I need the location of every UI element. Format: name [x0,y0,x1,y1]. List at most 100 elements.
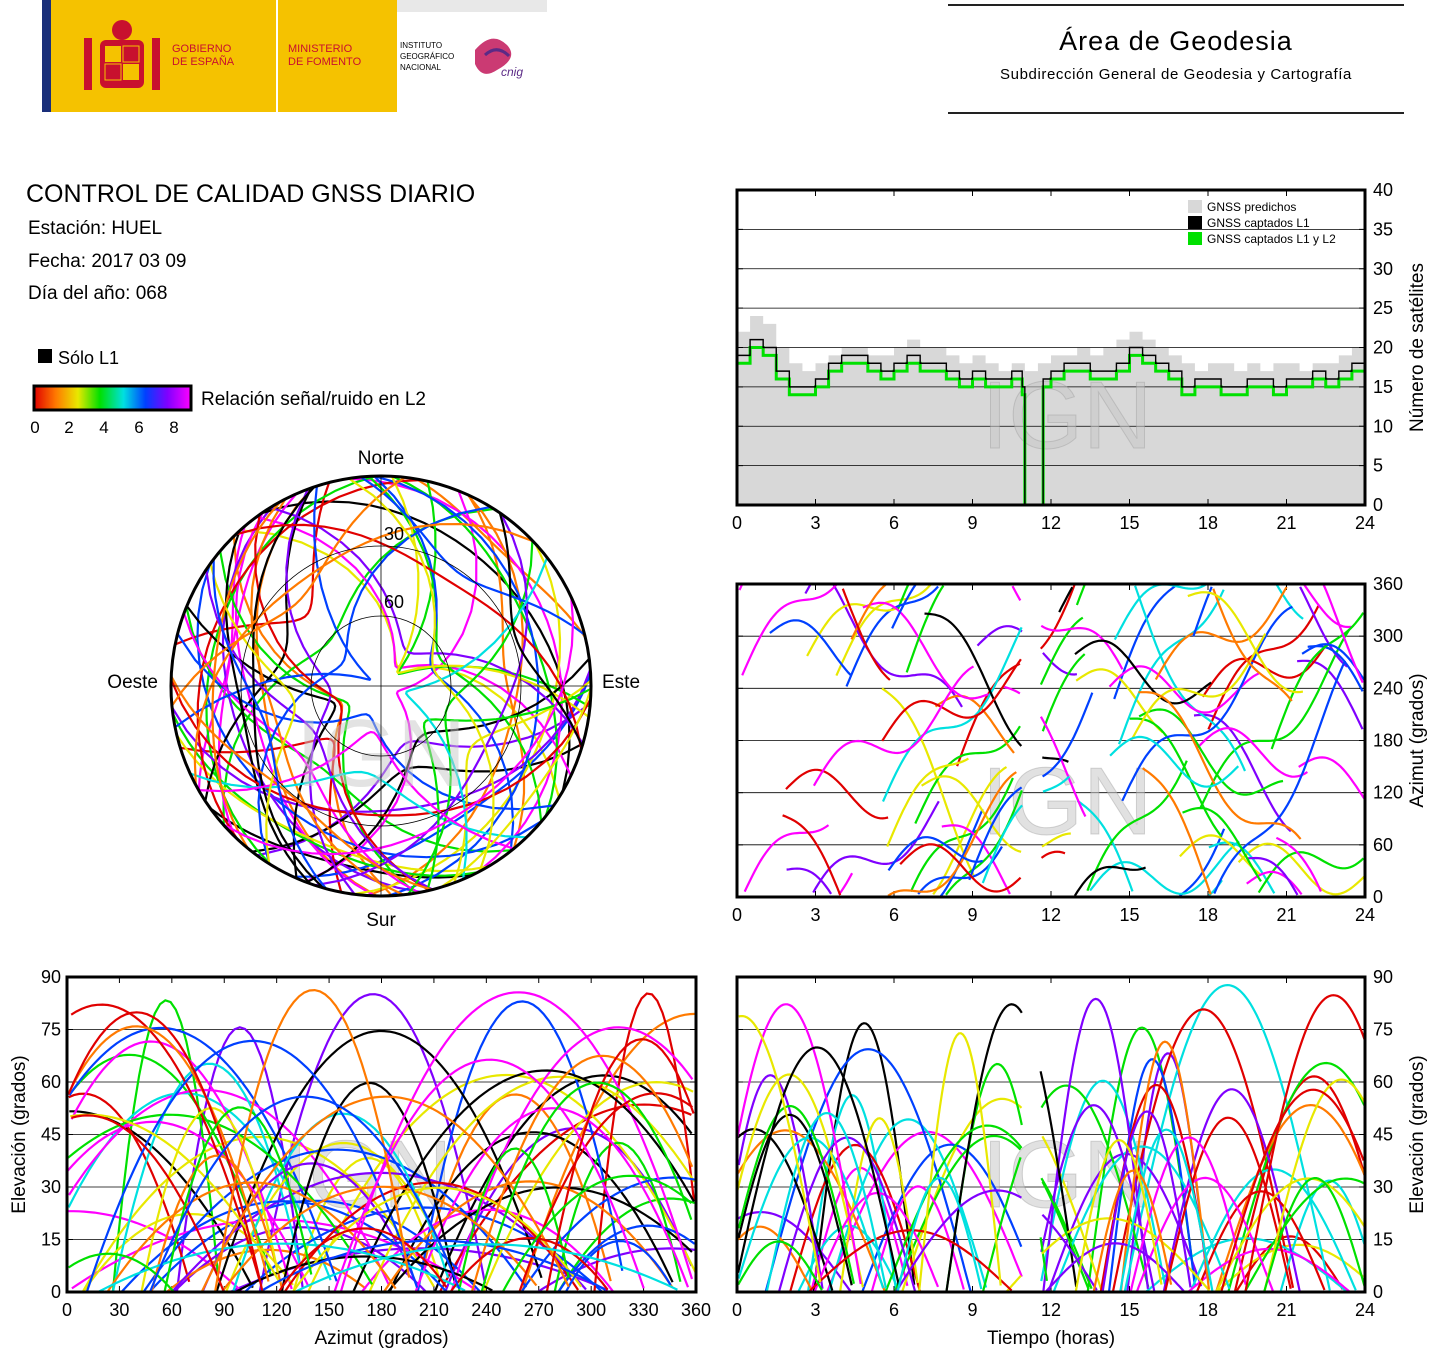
elevation-time-track [1162,1088,1301,1293]
elevation-time-track [884,1124,1023,1293]
snr-tick-0: 0 [30,418,39,437]
y-tick-label: 30 [41,1177,61,1197]
l1-only-label: Sólo L1 [58,348,119,368]
azimuth-track [769,619,852,677]
x-tick-label: 150 [314,1300,344,1320]
azimuth-track [1121,605,1293,802]
y-tick-label: 75 [41,1020,61,1040]
y-tick-label: 180 [1373,731,1403,751]
elevation-time-track [1040,1104,1156,1292]
elevation-time-track [737,1046,901,1288]
elevation-azimuth-track [470,1054,694,1293]
elevation-time-track [737,1240,823,1291]
azimuth-track [981,804,1023,884]
area-header: Área de Geodesia Subdirección General de… [948,4,1404,114]
elevation-time-track [981,1157,1022,1293]
skyplot-track [232,536,393,896]
x-tick-label: 6 [889,513,899,533]
elevation-azimuth-track [148,1095,461,1293]
elevation-time-track [839,1117,919,1293]
elevation-time-track [1041,1213,1098,1291]
ign-text-line3: NACIONAL [400,63,441,72]
azimuth-track [924,612,1023,747]
elevation-time-track [737,1225,813,1291]
satellite-count-svg: 0 5 10 15 20 25 30 35 40 0 3 6 9 12 15 18 21 24 Número de … [732,180,1428,533]
snr-legend: Sólo L1 Relación señal/ruido en L2 0 2 4… [28,345,478,445]
elevation-azimuth-track [68,1252,175,1293]
elevation-azimuth-track [70,1003,261,1282]
east-label: Este [602,672,640,693]
ministry-text-line2: DE FOMENTO [288,56,362,68]
x-tick-label: 3 [810,905,820,925]
azimuth-track [881,687,975,876]
elevation-time-track [1101,1110,1192,1293]
skyplot-track [222,596,575,856]
y-tick-label: 30 [1373,1177,1393,1197]
elevation-azimuth-track [111,1062,303,1293]
x-tick-label: 360 [681,1300,711,1320]
elevation-time-track [918,1032,1002,1293]
azimuth-track [1257,851,1365,894]
azimuth-track [1207,605,1320,730]
gov-text-line1: GOBIERNO [172,43,232,55]
azimuth-track [1237,842,1365,896]
y-tick-label: 15 [1373,1230,1393,1250]
x-tick-label: 24 [1355,905,1375,925]
azimuth-track [850,583,887,640]
ring-label-30: 30 [384,524,404,544]
y-tick-label: 0 [1373,495,1383,515]
skyplot-track [498,512,584,747]
skyplot-track [193,522,534,786]
elevation-azimuth-track [333,1058,645,1293]
elevation-azimuth-track [258,1239,606,1293]
elevation-azimuth-track [214,988,411,1293]
skyplot-track [222,507,495,826]
snr-tick-6: 6 [134,418,143,437]
elevation-azimuth-track [482,1080,694,1293]
azimuth-track [1178,828,1226,897]
azimuth-track [1212,588,1293,702]
azimuth-track [806,603,897,657]
azimuth-time-chart: 0 60 120 180 240 300 360 0 3 6 9 12 15 18 21 24 Azimut (… [705,572,1445,927]
elevation-time-track [813,1191,940,1293]
azimuth-track [1011,585,1022,601]
elevation-azimuth-track [142,1148,528,1293]
elevation-azimuth-track [553,1141,682,1293]
elevation-azimuth-track [258,993,487,1293]
x-tick-label: 270 [524,1300,554,1320]
skyplot-track [176,633,554,811]
elevation-azimuth-track [438,1103,692,1293]
azimuth-track [939,808,984,897]
skyplot-track [360,476,586,636]
y-tick-label: 45 [41,1125,61,1145]
legend-swatch [1188,216,1202,229]
elevation-azimuth-svg: 0 15 30 45 60 75 90 0 30 60 90 120 150 180 210 240 270 30… [9,967,711,1349]
skyplot-track [174,485,372,729]
x-tick-label: 15 [1119,513,1139,533]
elevation-time-track [1111,1008,1295,1293]
azimuth-track [921,775,1022,853]
azimuth-track [1073,865,1146,897]
elevation-time-track [896,1176,983,1293]
legend-swatch [1188,232,1202,245]
azimuth-track [1041,832,1071,848]
elevation-azimuth-track [283,1181,580,1293]
elevation-time-track [1092,1169,1173,1293]
azimuth-track [1075,583,1086,606]
azimuth-track [1039,716,1087,817]
date-label: Fecha: 2017 03 09 [28,251,187,272]
azimuth-track [1138,708,1284,796]
skyplot-track [285,488,356,895]
elevation-azimuth-track [171,1171,587,1293]
elevation-azimuth-track [557,1197,695,1293]
azimuth-track [1042,775,1070,793]
snr-tick-2: 2 [64,418,73,437]
skyplot-track [367,493,524,896]
azimuth-track [1246,870,1303,896]
elevation-time-svg: 0 15 30 45 60 75 90 0 3 6 9 12 15 18 21 24 Elevación (gr… [732,967,1428,1349]
x-tick-label: 12 [1041,513,1061,533]
y-tick-label: 35 [1373,219,1393,239]
elevation-time-chart: 0 15 30 45 60 75 90 0 3 6 9 12 15 18 21 24 Elevación (gr… [705,962,1445,1350]
elevation-azimuth-tracks [66,988,697,1293]
azimuth-track [891,583,917,629]
